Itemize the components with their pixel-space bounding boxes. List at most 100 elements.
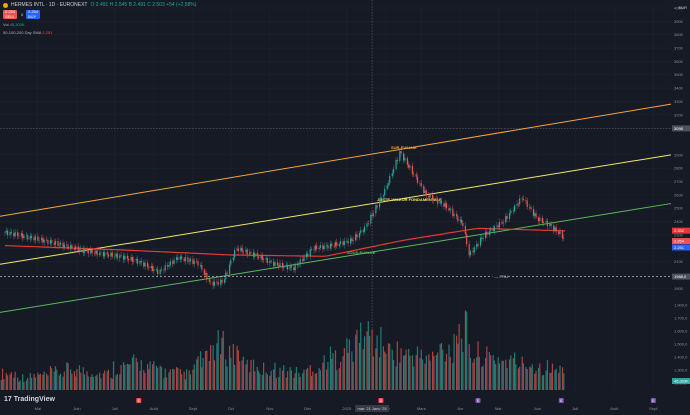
candle-body — [123, 255, 125, 260]
volume-bar — [143, 370, 145, 390]
candle-body — [29, 235, 31, 240]
event-marker — [475, 398, 481, 403]
candle-body — [315, 245, 318, 250]
volume-tick-label: 1.600,0 — [674, 329, 688, 334]
volume-bar — [102, 373, 105, 390]
volume-bar — [403, 355, 405, 390]
candle-body — [553, 225, 555, 231]
candle-body — [34, 236, 36, 241]
volume-bar — [123, 362, 125, 390]
price-label: 1988,0 — [674, 274, 687, 279]
candle-body — [516, 203, 518, 206]
candle-body — [228, 264, 231, 274]
candle-body — [220, 279, 222, 285]
currency-label[interactable]: EUR — [678, 5, 687, 10]
x-tick-label: Mai — [35, 406, 42, 411]
volume-bar — [472, 362, 474, 390]
candle-body — [327, 245, 329, 249]
candle-body — [347, 240, 349, 244]
candle-body — [18, 235, 20, 237]
candle-body — [541, 217, 543, 223]
volume-bar — [358, 343, 361, 390]
volume-bar — [389, 343, 391, 390]
candle-body — [498, 221, 501, 228]
volume-bar — [309, 365, 311, 390]
volume-bar — [120, 365, 122, 390]
candle-body — [241, 247, 243, 252]
candle-body — [188, 261, 190, 262]
candle-body — [452, 208, 454, 216]
candle-body — [297, 264, 299, 266]
candle-body — [152, 265, 154, 271]
x-tick-label: Sept — [649, 406, 658, 411]
volume-label-bg — [672, 378, 690, 384]
volume-bar — [380, 326, 382, 390]
candle-body — [302, 259, 304, 262]
candle-body — [278, 265, 280, 267]
volume-bar — [329, 346, 332, 390]
volume-legend[interactable]: Vol 45,303K — [3, 22, 25, 27]
volume-bar — [189, 374, 192, 390]
buy-button[interactable]: 2.254 BUY — [26, 9, 41, 19]
candle-body — [403, 153, 405, 161]
volume-bar — [334, 350, 337, 390]
trend-label-0: SUR-EVALUE — [391, 145, 417, 150]
volume-bar — [73, 371, 76, 390]
sell-button[interactable]: 2.254 SELL — [3, 9, 18, 19]
y-tick-label: 3900 — [674, 19, 684, 24]
tradingview-logo[interactable]: 17 TradingView — [4, 396, 55, 403]
volume-bar — [30, 377, 33, 390]
candle-body — [71, 245, 73, 249]
price-label: 2.332 — [674, 228, 685, 233]
volume-bar — [318, 367, 320, 390]
volume-bar — [541, 375, 543, 390]
candle-body — [375, 205, 377, 214]
volume-bar — [411, 355, 414, 390]
volume-bar — [230, 357, 232, 390]
volume-bar — [453, 333, 455, 390]
candle-body — [408, 164, 410, 168]
candle-body — [370, 214, 372, 224]
crosshair-date-label: mar. 21 Janv '25 — [357, 406, 387, 411]
candle-body — [169, 261, 171, 266]
volume-bar — [549, 372, 551, 390]
volume-bar — [466, 311, 468, 390]
volume-bar — [172, 368, 174, 390]
candle-body — [189, 258, 192, 262]
candle-body — [78, 249, 81, 252]
candle-body — [17, 232, 19, 236]
candle-body — [404, 158, 406, 161]
x-tick-label: Juil — [572, 406, 578, 411]
sma-legend[interactable]: 50-100-200 Day SMA 2.251 — [3, 30, 53, 35]
volume-bar — [396, 341, 398, 390]
volume-bar — [294, 373, 296, 390]
candle-body — [379, 199, 381, 208]
candle-body — [486, 231, 488, 235]
y-tick-label: 2100 — [674, 259, 684, 264]
candle-body — [58, 244, 60, 246]
volume-bar — [299, 376, 301, 390]
candle-body — [413, 174, 415, 175]
candle-body — [366, 223, 368, 227]
y-tick-label: 2800 — [674, 166, 684, 171]
candle-body — [273, 261, 275, 266]
candle-body — [279, 262, 281, 267]
candle-body — [230, 260, 232, 265]
volume-bar — [360, 322, 362, 390]
symbol-title[interactable]: HERMES INTL · 1D · EURONEXT — [11, 2, 88, 8]
candle-body — [479, 237, 482, 246]
volume-bar — [266, 374, 268, 390]
candle-body — [43, 239, 45, 243]
candle-body — [473, 247, 475, 253]
volume-bar — [525, 367, 527, 390]
volume-bar — [188, 370, 190, 390]
volume-bar — [239, 361, 241, 390]
candle-body — [323, 245, 325, 250]
candle-body — [400, 151, 402, 154]
candle-body — [150, 265, 152, 269]
candle-body — [399, 151, 401, 162]
candle-body — [175, 257, 178, 260]
volume-bar — [67, 363, 69, 390]
